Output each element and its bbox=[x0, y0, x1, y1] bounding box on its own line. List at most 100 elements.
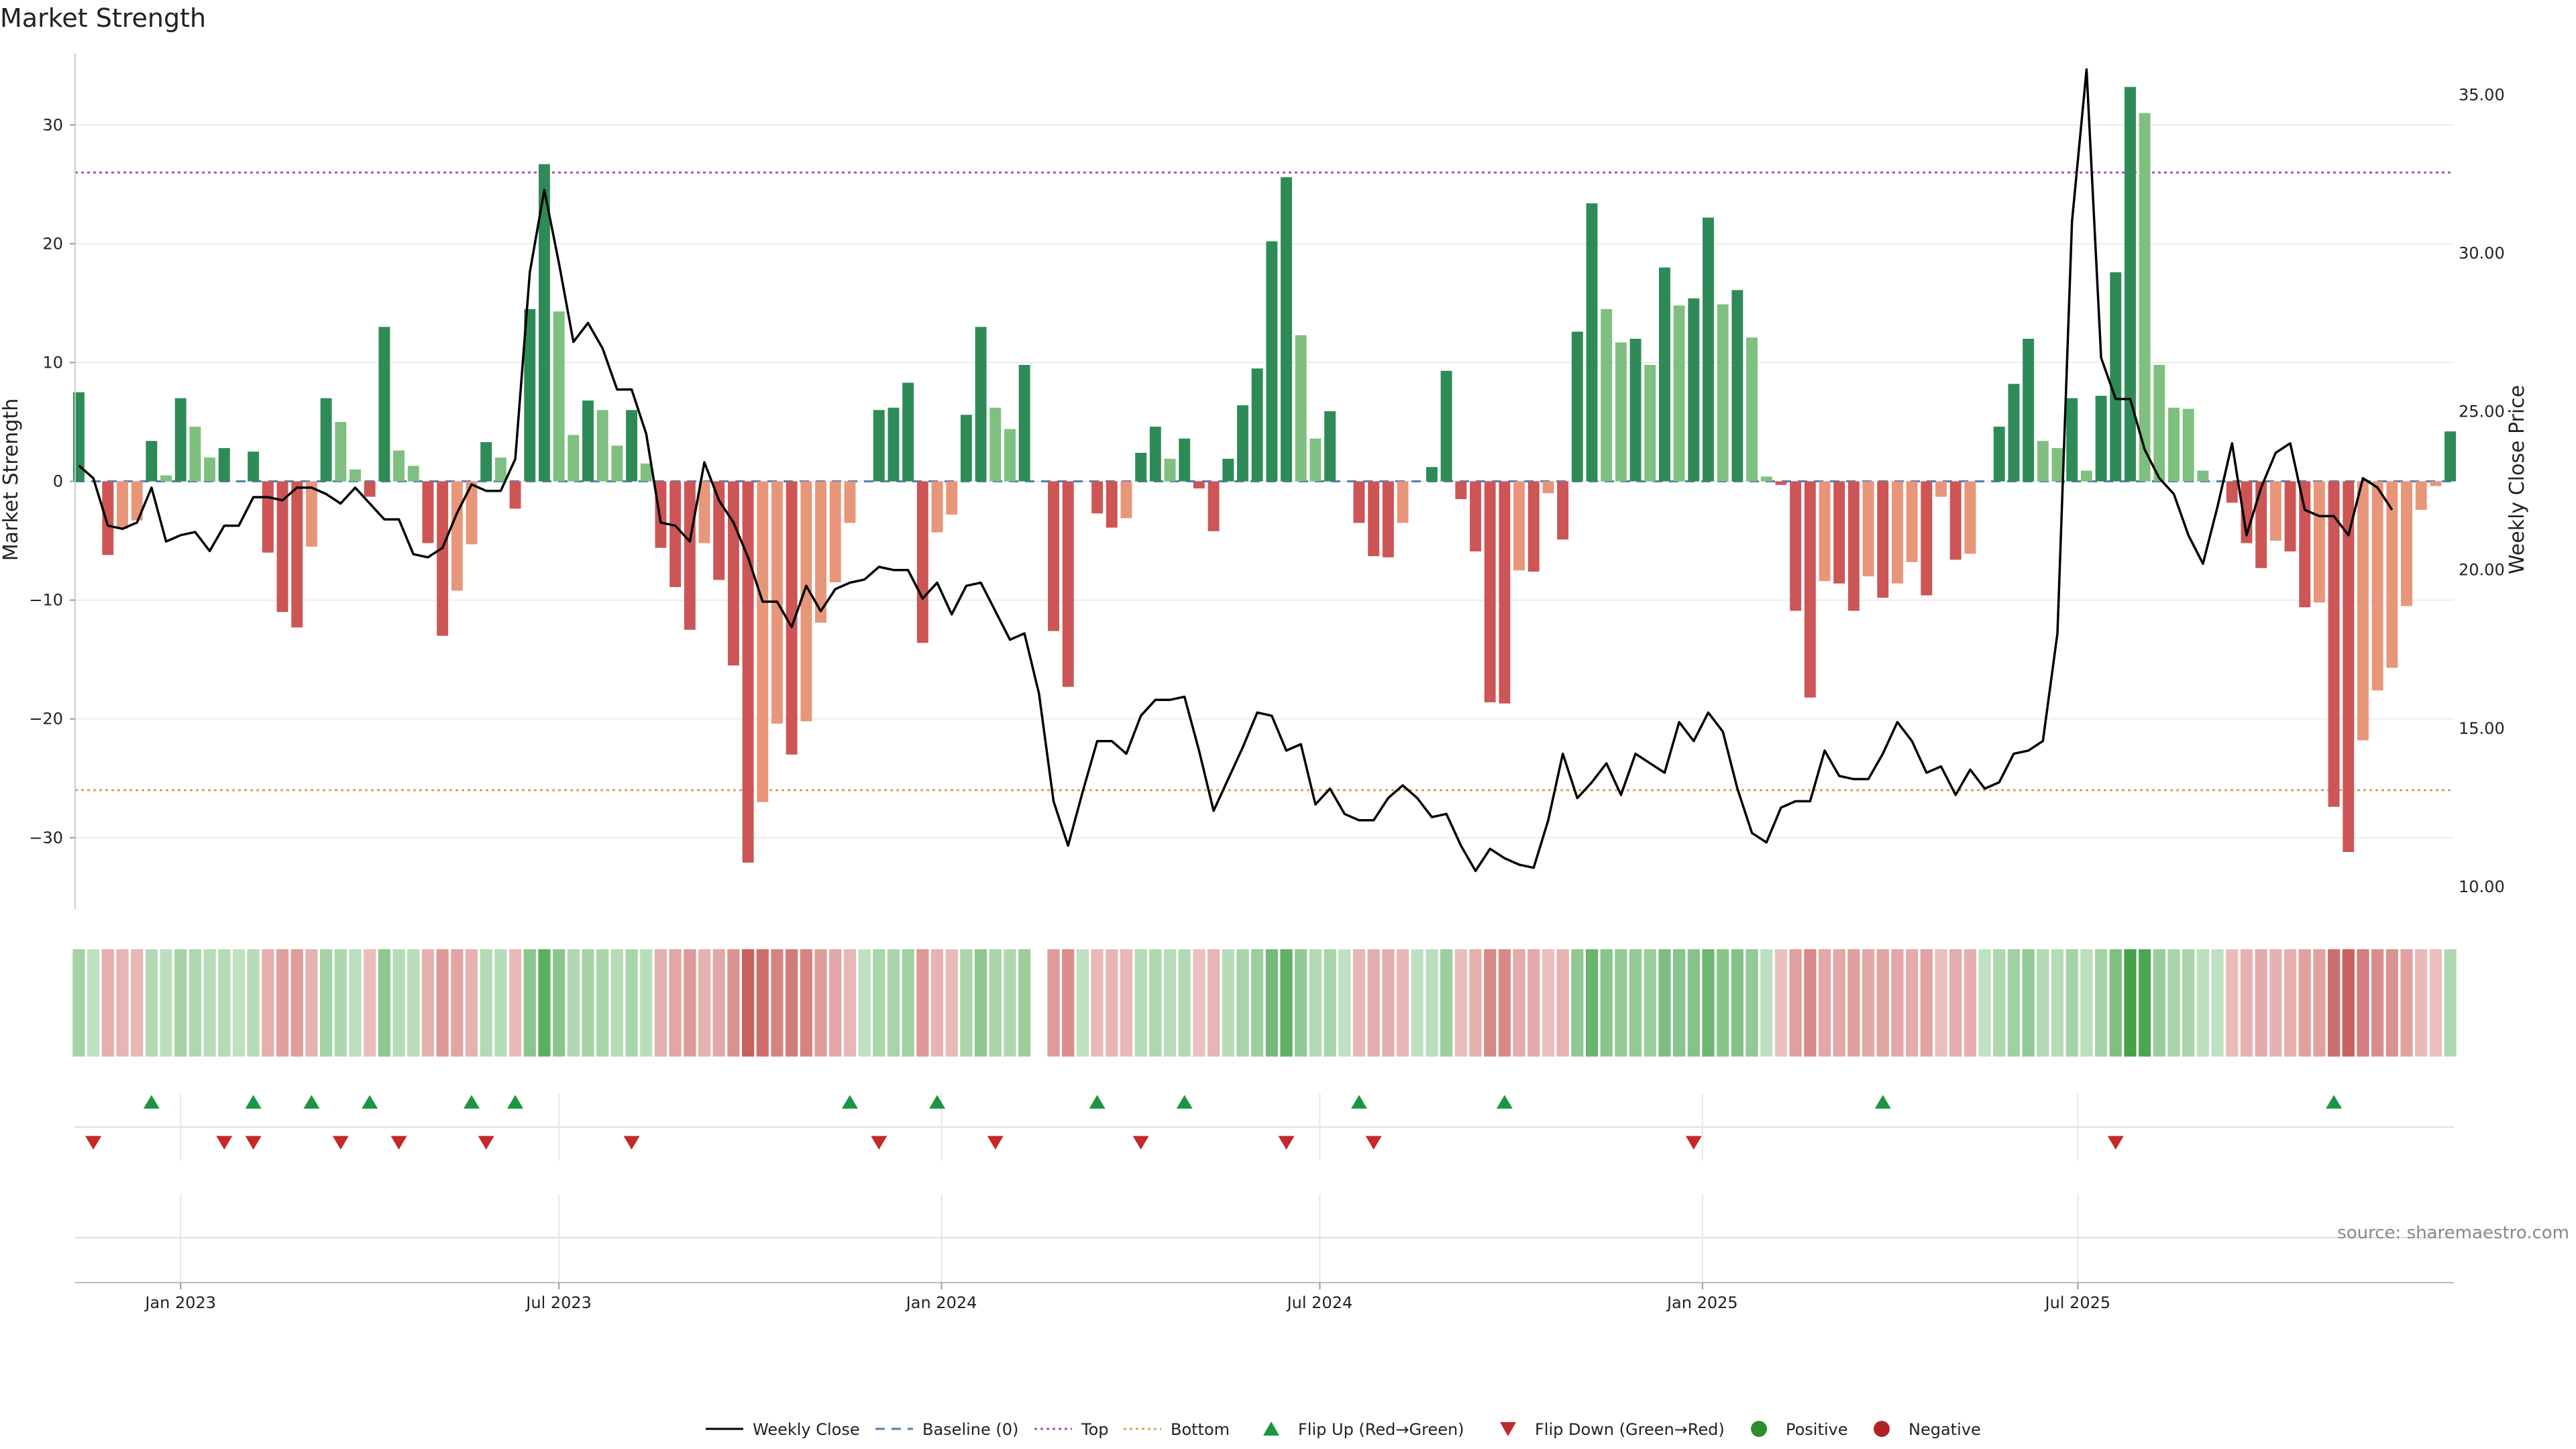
heat-cell bbox=[2284, 949, 2297, 1057]
heat-cell bbox=[669, 949, 682, 1057]
flip-up-marker bbox=[1874, 1095, 1891, 1109]
y-tick-label: 10 bbox=[42, 353, 63, 372]
strength-bar bbox=[1368, 481, 1380, 557]
heat-cell bbox=[2094, 949, 2108, 1057]
strength-bar bbox=[873, 410, 885, 482]
legend-swatch-flip-up-icon bbox=[1263, 1421, 1279, 1436]
strength-bar bbox=[2430, 481, 2442, 486]
flip-up-marker bbox=[929, 1095, 946, 1109]
flip-up-marker bbox=[2326, 1095, 2343, 1109]
strength-bar bbox=[655, 481, 667, 548]
strength-bar bbox=[378, 327, 390, 482]
heat-cell bbox=[1833, 949, 1845, 1057]
heat-cell bbox=[945, 949, 958, 1057]
strength-bar bbox=[320, 398, 332, 482]
legend-swatch-dot bbox=[1874, 1421, 1890, 1437]
heat-cell bbox=[1789, 949, 1802, 1057]
heat-cell bbox=[887, 949, 900, 1057]
y2-tick-label: 35.00 bbox=[2459, 85, 2505, 104]
strength-bar bbox=[189, 427, 201, 482]
strength-bar bbox=[1877, 481, 1889, 598]
heat-cell bbox=[829, 949, 842, 1057]
strength-bar bbox=[174, 398, 186, 482]
heat-cell bbox=[1251, 949, 1264, 1057]
flip-down-marker bbox=[871, 1136, 888, 1150]
heat-cell bbox=[1949, 949, 1962, 1057]
strength-bar bbox=[553, 311, 565, 482]
strength-bar bbox=[1324, 411, 1336, 482]
heat-cell bbox=[465, 949, 478, 1057]
legend-label: Flip Up (Red→Green) bbox=[1298, 1420, 1464, 1439]
strength-bar bbox=[350, 469, 361, 482]
strength-bar bbox=[975, 327, 987, 482]
y2-tick-label: 15.00 bbox=[2459, 719, 2505, 738]
strength-bar bbox=[480, 442, 492, 482]
heat-cell bbox=[2051, 949, 2064, 1057]
flip-up-marker bbox=[1496, 1095, 1513, 1109]
strength-bar bbox=[1513, 481, 1525, 571]
heat-cell bbox=[2371, 949, 2384, 1057]
heat-cell bbox=[1673, 949, 1686, 1057]
heat-cell bbox=[407, 949, 420, 1057]
strength-bar bbox=[466, 481, 478, 545]
strength-bar bbox=[1906, 481, 1918, 562]
heat-cell bbox=[1702, 949, 1715, 1057]
heat-cell bbox=[101, 949, 114, 1057]
x-tick-label: Jul 2024 bbox=[1286, 1293, 1353, 1312]
strength-bar bbox=[1149, 427, 1161, 482]
strength-bar bbox=[1949, 481, 1962, 560]
strength-bar bbox=[596, 410, 608, 482]
strength-bar bbox=[218, 447, 230, 482]
heat-cell bbox=[1352, 949, 1366, 1057]
strength-bar bbox=[786, 481, 798, 755]
strength-bar bbox=[305, 481, 317, 547]
strength-bar bbox=[2386, 481, 2398, 668]
heat-cell bbox=[1774, 949, 1788, 1057]
heat-cell bbox=[1935, 949, 1947, 1057]
heat-cell bbox=[873, 949, 885, 1057]
strength-bar bbox=[102, 481, 114, 555]
strength-bar bbox=[2182, 409, 2194, 482]
strength-bar bbox=[844, 481, 856, 523]
legend-item-positive: Positive bbox=[1751, 1420, 1848, 1439]
heat-cell bbox=[2007, 949, 2021, 1057]
strength-bar bbox=[407, 466, 419, 482]
strength-bar bbox=[2153, 364, 2165, 482]
strength-bar bbox=[916, 481, 928, 643]
strength-bar bbox=[931, 481, 943, 533]
heat-cell bbox=[1295, 949, 1307, 1057]
heat-cell bbox=[2182, 949, 2195, 1057]
flip-up-marker bbox=[1350, 1095, 1367, 1109]
strength-bar bbox=[248, 451, 260, 482]
strength-bar bbox=[815, 481, 826, 623]
heat-cell bbox=[421, 949, 435, 1057]
heat-cell bbox=[1106, 949, 1118, 1057]
strength-bar bbox=[2299, 481, 2311, 608]
heat-cell bbox=[2109, 949, 2122, 1057]
strength-bar bbox=[1804, 481, 1816, 698]
strength-bar bbox=[2343, 481, 2355, 852]
heat-cell bbox=[2400, 949, 2413, 1057]
strength-bar bbox=[276, 481, 288, 612]
heat-cell bbox=[1717, 949, 1729, 1057]
heat-cell bbox=[1324, 949, 1336, 1057]
legend-item-bottom: Bottom bbox=[1124, 1420, 1230, 1439]
heat-cell bbox=[1556, 949, 1569, 1057]
strength-bar bbox=[1484, 481, 1496, 702]
strength-bar bbox=[1833, 481, 1845, 584]
strength-bar bbox=[538, 164, 550, 482]
strength-bar bbox=[1295, 335, 1307, 482]
heat-cell bbox=[1571, 949, 1584, 1057]
heat-cell bbox=[72, 949, 85, 1057]
heat-cell bbox=[1818, 949, 1831, 1057]
strength-bar bbox=[2415, 481, 2427, 510]
x-tick-label: Jan 2023 bbox=[144, 1293, 216, 1312]
legend-item-weekly_close: Weekly Close bbox=[706, 1420, 860, 1439]
heat-cell bbox=[960, 949, 973, 1057]
strength-bar bbox=[1353, 481, 1365, 523]
heat-cell bbox=[727, 949, 740, 1057]
legend-item-baseline: Baseline (0) bbox=[875, 1420, 1018, 1439]
strength-bar bbox=[1746, 337, 1758, 482]
heat-cell bbox=[1062, 949, 1075, 1057]
strength-bar bbox=[1847, 481, 1860, 611]
